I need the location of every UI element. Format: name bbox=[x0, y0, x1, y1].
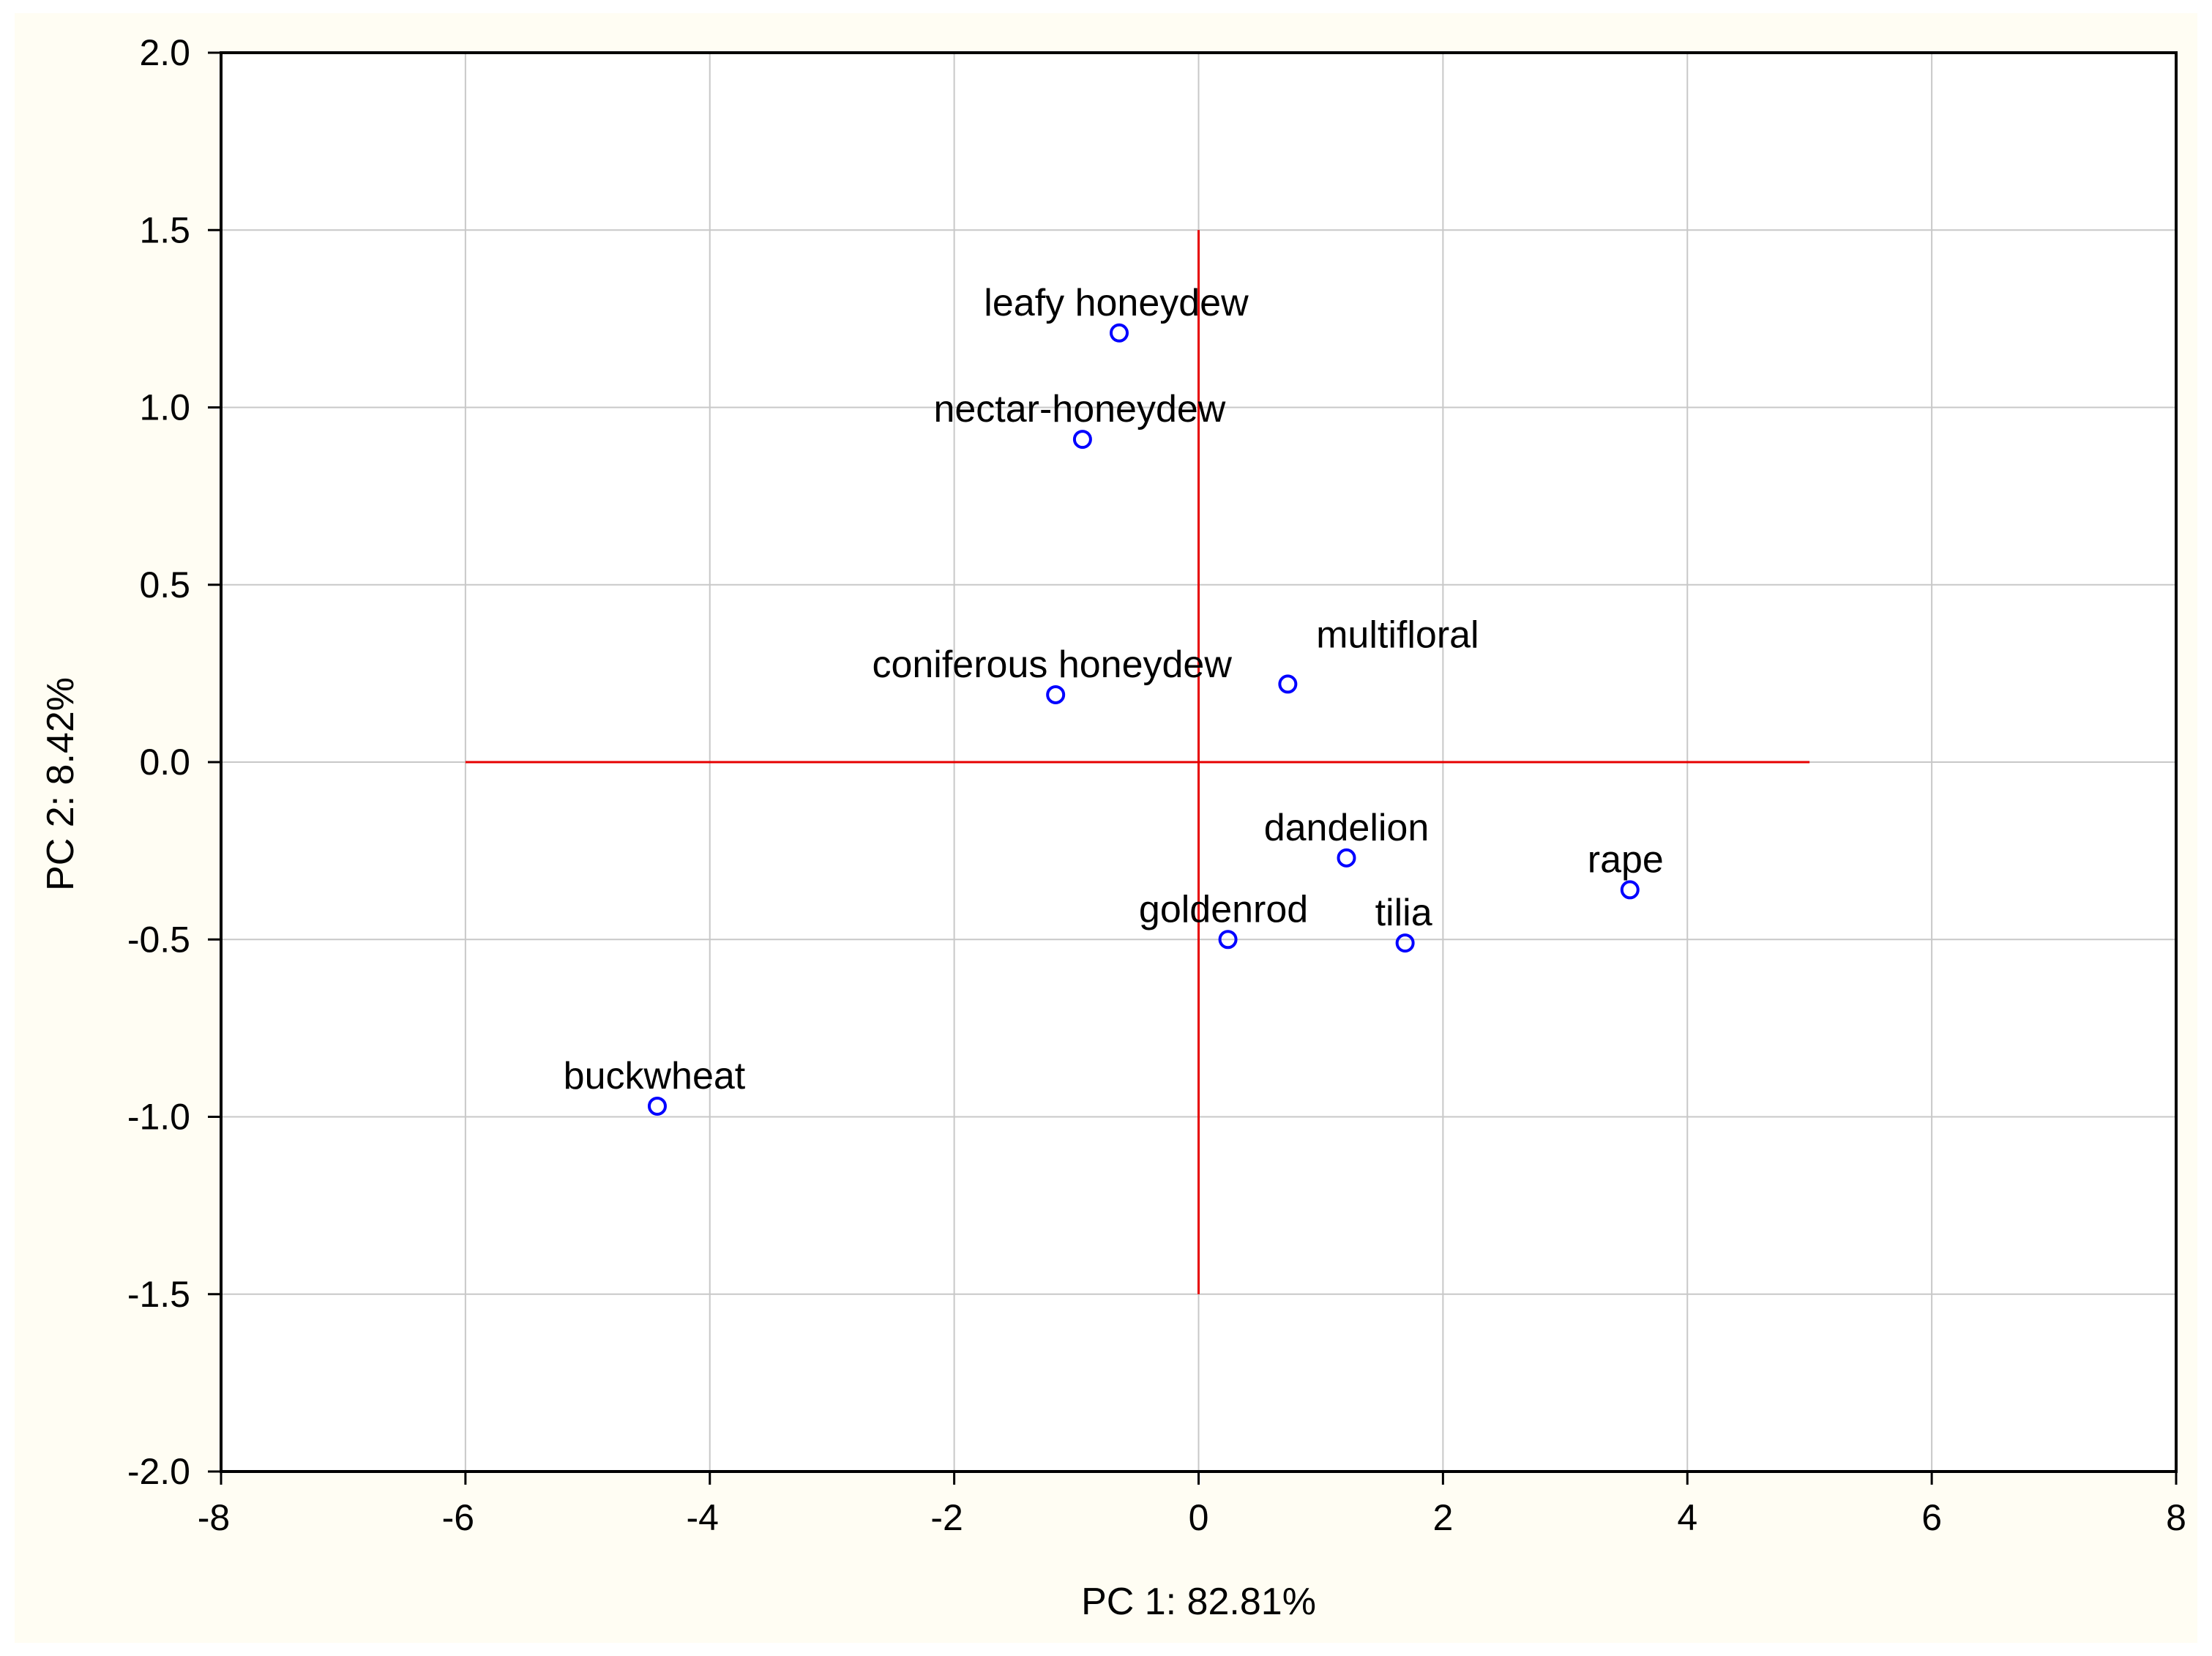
data-point-label: dandelion bbox=[1264, 807, 1430, 849]
x-axis-title: PC 1: 82.81% bbox=[1081, 1581, 1316, 1623]
data-point-label: goldenrod bbox=[1139, 888, 1308, 930]
y-tick-label: -2.0 bbox=[127, 1451, 190, 1492]
data-point-marker bbox=[1395, 933, 1415, 953]
y-tick-label: -1.0 bbox=[127, 1097, 190, 1138]
data-point-label: coniferous honeydew bbox=[872, 644, 1232, 686]
data-point-label: nectar-honeydew bbox=[933, 388, 1225, 430]
y-tick-label: 0.0 bbox=[139, 742, 190, 783]
x-tick-label: 8 bbox=[2166, 1497, 2186, 1538]
x-tick-label: 4 bbox=[1677, 1497, 1697, 1538]
y-tick-label: 1.5 bbox=[139, 209, 190, 250]
y-tick-label: -0.5 bbox=[127, 919, 190, 960]
data-points: leafy honeydew nectar-honeydew coniferous … bbox=[564, 282, 1664, 1116]
x-tick-label: 0 bbox=[1189, 1497, 1209, 1538]
y-tick-label: -1.5 bbox=[127, 1274, 190, 1315]
y-tick-label: 1.0 bbox=[139, 387, 190, 428]
x-tick-label: 6 bbox=[1921, 1497, 1942, 1538]
data-point-marker bbox=[1337, 848, 1356, 868]
axis-ticks: -8 -6 -4 -2 0 2 4 6 8 2.0 1.5 1.0 0.5 0.0 -0.5 -1.0 -1.5… bbox=[127, 32, 2186, 1538]
data-point-marker bbox=[1218, 930, 1238, 950]
data-point-label: tilia bbox=[1375, 892, 1432, 934]
data-point-label: leafy honeydew bbox=[984, 282, 1249, 324]
data-point-marker bbox=[1109, 323, 1129, 343]
y-tick-label: 2.0 bbox=[139, 32, 190, 73]
x-tick-label: -2 bbox=[930, 1497, 963, 1538]
x-tick-label: -6 bbox=[442, 1497, 474, 1538]
data-point-label: buckwheat bbox=[564, 1055, 746, 1097]
reference-lines bbox=[465, 230, 1810, 1294]
x-tick-label: -4 bbox=[687, 1497, 719, 1538]
data-point-label: rape bbox=[1588, 838, 1664, 881]
data-point-marker bbox=[1072, 430, 1092, 450]
data-point-marker bbox=[647, 1096, 667, 1116]
x-tick-label: -8 bbox=[198, 1497, 230, 1538]
data-point-label: multifloral bbox=[1316, 613, 1479, 656]
data-point-marker bbox=[1046, 685, 1066, 704]
data-point-marker bbox=[1278, 674, 1298, 694]
y-tick-label: 0.5 bbox=[139, 564, 190, 605]
y-axis-title: PC 2: 8.42% bbox=[40, 677, 82, 891]
data-point-marker bbox=[1620, 880, 1640, 900]
x-tick-label: 2 bbox=[1432, 1497, 1453, 1538]
